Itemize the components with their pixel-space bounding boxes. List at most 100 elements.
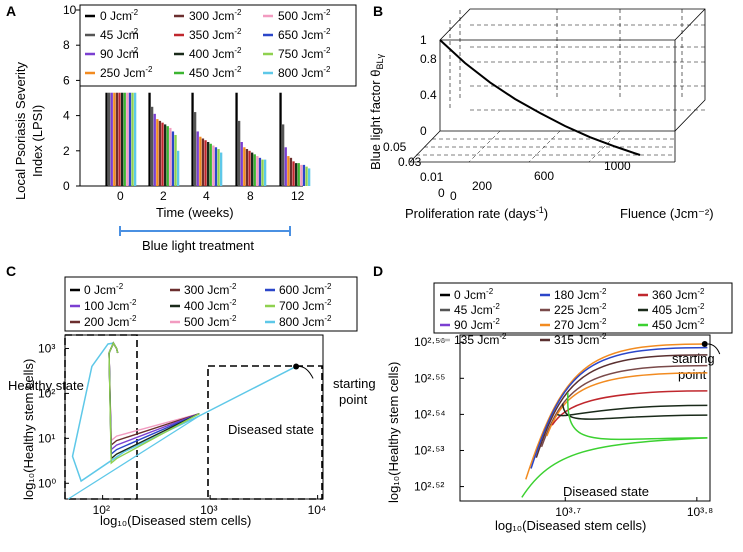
legend-a-entry-7-exp: -2 (234, 65, 242, 74)
diseased-state-label-d: Diseased state (563, 484, 649, 499)
bar-4-series-6 (207, 142, 210, 186)
legend-a-entry-0-unit: Jcm (107, 9, 132, 23)
x-tick-label-a: 8 (247, 189, 254, 203)
legend-d-entry-9-value: 135 (454, 333, 474, 347)
bar-0-series-3 (113, 92, 116, 186)
y-tick-label-c: 10⁰ (38, 476, 56, 490)
bar-4-series-1 (194, 112, 197, 186)
z-axis-label-b: Blue light factor θBLγ (368, 54, 385, 170)
legend-d-entry-1-exp: -2 (599, 287, 607, 296)
bar-2-series-10 (174, 134, 177, 186)
floor-grid-b (588, 130, 621, 163)
bar-2-series-9 (171, 131, 175, 186)
start-point-marker-c (293, 363, 300, 370)
treatment-label: Blue light treatment (142, 238, 254, 253)
panel-a-label: A (6, 3, 16, 19)
legend-d-entry-0-value: 0 (454, 288, 461, 302)
bar-4-series-4 (201, 138, 205, 186)
bar-4-series-7 (209, 143, 212, 186)
legend-c-entry-7-unit: Jcm (204, 315, 229, 329)
legend-a-entry-7: 450 Jcm-2 (189, 65, 242, 80)
legend-a-exp-2: -2 (131, 46, 139, 55)
start-point-arrow-d (707, 343, 721, 355)
bar-8-series-10 (261, 159, 264, 186)
healthy-state-label: Healthy state (8, 378, 84, 393)
y-axis-label-d: log₁₀(Healthy stem cells) (386, 362, 401, 503)
bar-8-series-8 (256, 156, 259, 186)
legend-a-entry-5-exp: -2 (234, 27, 242, 36)
bar-12-series-0 (279, 92, 282, 186)
panel-b-label: B (373, 3, 383, 19)
x-tick-label-a: 0 (117, 189, 124, 203)
start-point-label-d-line2: point (678, 367, 707, 382)
bar-2-series-3 (156, 119, 159, 186)
start-point-label-line2: point (339, 392, 368, 407)
bar-12-series-2 (284, 147, 287, 186)
legend-d-entry-0-unit: Jcm (461, 288, 486, 302)
legend-c-entry-4-exp: -2 (229, 298, 237, 307)
legend-d-entry-2-value: 360 (652, 288, 672, 302)
legend-d-entry-5: 405 Jcm-2 (652, 302, 705, 317)
bar-4-series-8 (212, 145, 215, 186)
panel-d-label: D (373, 263, 383, 279)
bar-12-series-4 (289, 157, 293, 186)
x-axis-label-b: Proliferation rate (days-1) (405, 205, 548, 221)
floor-grid-b (468, 130, 501, 163)
legend-c-entry-4-value: 400 (184, 299, 204, 313)
legend-a-entry-9-unit: 650 Jcm (278, 28, 323, 42)
bar-12-series-9 (302, 164, 306, 186)
bar-4-series-0 (191, 92, 194, 186)
panel-c-label: C (6, 263, 16, 279)
legend-c-entry-5-exp: -2 (324, 298, 332, 307)
bar-0-series-5 (118, 92, 121, 186)
bar-2-series-8 (169, 127, 172, 186)
legend-a-entry-0: 0 Jcm (100, 9, 132, 23)
x-axis-label-a: Time (weeks) (156, 205, 234, 220)
bar-8-series-1 (238, 120, 241, 186)
legend-a-entry-6-unit: 400 Jcm (189, 47, 234, 61)
legend-a-entry-4-unit: 300 Jcm (189, 9, 234, 23)
x-axis-label-d: log₁₀(Diseased stem cells) (495, 518, 646, 533)
legend-a-entry-2-unit: Jcm (113, 47, 138, 61)
bar-0-series-4 (115, 92, 119, 186)
legend-d-entry-8-value: 450 (652, 318, 672, 332)
x-tick-label-a: 2 (160, 189, 167, 203)
rate-tick-label-b: 0.03 (398, 155, 422, 169)
x-tick-label-d: 10³·⁷ (555, 505, 581, 519)
trajectory-d-0 (525, 343, 708, 480)
legend-d-entry-10-exp: -2 (599, 332, 607, 341)
bar-12-series-6 (295, 163, 298, 186)
legend-c-entry-3-value: 100 (84, 299, 104, 313)
legend-a-entry-8-exp: -2 (323, 8, 331, 17)
start-point-label-d-line1: starting (672, 351, 715, 366)
legend-c-entry-3-unit: Jcm (104, 299, 129, 313)
z-axis-label-b-main: Blue light factor θ (368, 70, 383, 170)
panel-a: Local Psoriasis Severity Index (LPSI) Ti… (13, 3, 357, 253)
bar-8-series-4 (245, 149, 249, 186)
legend-c-entry-0-value: 0 (84, 283, 91, 297)
legend-a-entry-1-value: 45 (100, 28, 114, 42)
legend-c-entry-6-value: 200 (84, 315, 104, 329)
legend-c-entry-2-value: 600 (279, 283, 299, 297)
bar-4-series-11 (220, 152, 223, 186)
legend-c (64, 276, 358, 332)
diseased-state-box (207, 365, 323, 500)
y-axis-label-a-line1: Local Psoriasis Severity (13, 62, 28, 200)
legend-d-entry-3-exp: -2 (493, 302, 501, 311)
bar-0-series-9 (128, 92, 132, 186)
start-point-arrow-c (299, 365, 314, 379)
legend-c-entry-1-unit: Jcm (204, 283, 229, 297)
fluence-tick-label-b: 0 (450, 189, 457, 203)
fluence-tick-label-b: 200 (472, 179, 492, 193)
legend-d-entry-9-unit: Jcm (474, 333, 499, 347)
y-tick-label-d: 10²·⁵³ (414, 443, 444, 457)
bar-8-series-3 (243, 147, 246, 186)
legend-a-entry-2-value: 90 (100, 47, 114, 61)
legend-d-entry-8: 450 Jcm-2 (652, 317, 705, 332)
theta-curve (439, 39, 641, 156)
floor-grid-b (528, 130, 561, 163)
legend-a-entry-2: 90 Jcm (100, 47, 139, 61)
legend-c-entry-3: 100 Jcm-2 (84, 298, 137, 313)
rate-tick-label-b: 0.01 (420, 170, 444, 184)
y-tick-label-a: 4 (63, 109, 70, 123)
